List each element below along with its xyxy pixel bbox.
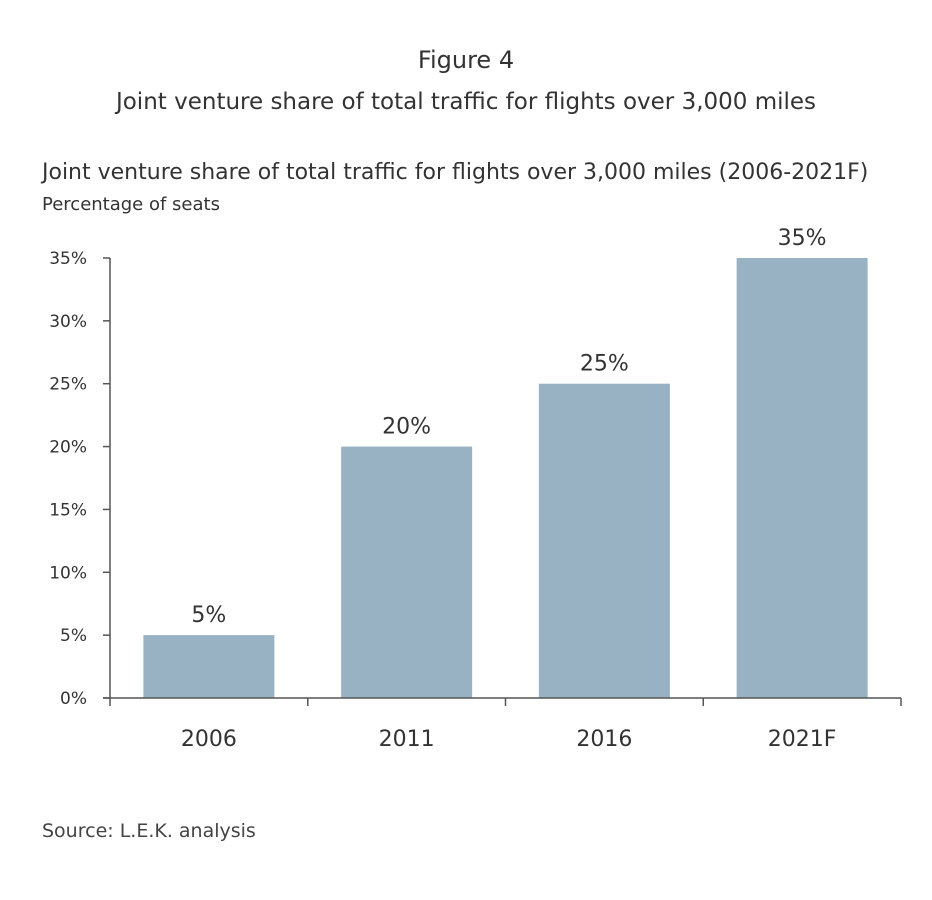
y-axis-label: Percentage of seats — [42, 194, 220, 215]
data-label-2016: 25% — [580, 352, 629, 377]
y-tick-label: 30% — [49, 312, 87, 332]
x-tick-label-2006: 2006 — [181, 727, 237, 752]
bars-group — [143, 258, 868, 698]
y-tick-label: 15% — [49, 500, 87, 520]
y-tick-label: 25% — [49, 375, 87, 395]
bar-2011 — [341, 446, 473, 698]
y-tick-label: 35% — [49, 249, 87, 269]
labels-group: 5% 2006 20% 2011 25% 2016 35% 2021F 0% 5% 10% 15% 20… — [49, 226, 836, 752]
figure-title: Joint venture share of total traffic for… — [115, 89, 817, 115]
bar-2021F — [736, 258, 868, 698]
source-note: Source: L.E.K. analysis — [42, 820, 256, 842]
y-tick-label: 5% — [60, 626, 87, 646]
x-tick-label-2011: 2011 — [379, 727, 435, 752]
bar-2016 — [538, 383, 670, 698]
y-tick-label: 20% — [49, 438, 87, 458]
chart-title: Joint venture share of total traffic for… — [42, 160, 869, 185]
data-label-2021F: 35% — [778, 226, 827, 251]
data-label-2011: 20% — [382, 415, 431, 440]
figure-label: Figure 4 — [417, 46, 515, 74]
bar-2006 — [143, 635, 275, 698]
axes-group — [103, 257, 902, 706]
y-tick-label: 0% — [60, 689, 87, 709]
x-tick-label-2016: 2016 — [576, 727, 632, 752]
data-label-2006: 5% — [191, 603, 226, 628]
y-tick-label: 10% — [49, 563, 87, 583]
x-tick-label-2021F: 2021F — [768, 727, 837, 752]
